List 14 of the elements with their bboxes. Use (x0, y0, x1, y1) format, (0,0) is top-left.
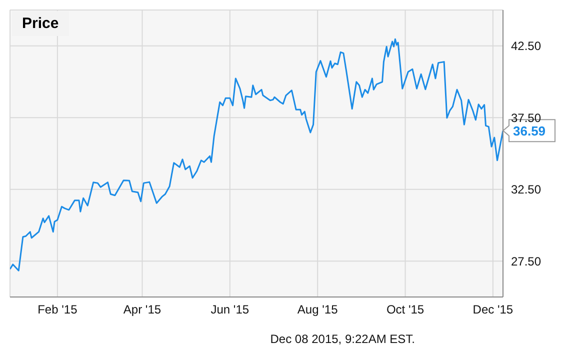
y-tick-label: 37.50 (511, 110, 542, 125)
annotation: 36.59 (513, 124, 546, 139)
x-tick-label: Dec '15 (472, 302, 514, 317)
x-tick-label: Oct '15 (386, 302, 424, 317)
x-tick-label: Feb '15 (38, 302, 78, 317)
x-tick-label: Jun '15 (210, 302, 250, 317)
y-tick-label: 32.50 (511, 182, 542, 197)
line-series (10, 38, 503, 272)
chart-title: Price (12, 11, 69, 36)
x-tick-label: Apr '15 (123, 302, 162, 317)
y-tick-label: 42.50 (511, 39, 542, 54)
x-tick-label: Aug '15 (297, 302, 338, 317)
text: Dec 08 2015, 9:22AM EST. (270, 332, 415, 346)
y-tick-label: 27.50 (511, 254, 542, 268)
